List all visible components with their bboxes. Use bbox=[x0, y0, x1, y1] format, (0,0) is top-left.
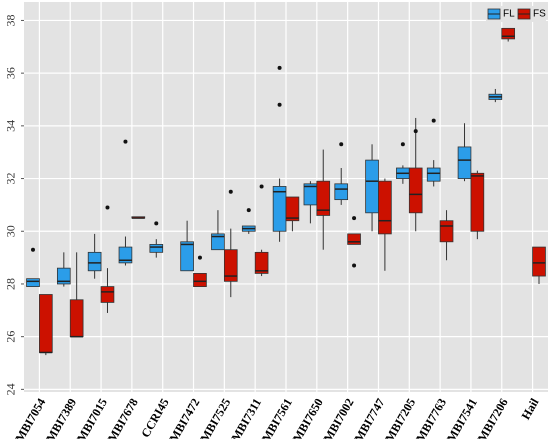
box bbox=[285, 196, 300, 222]
y-tick-label: 32 bbox=[4, 173, 18, 185]
box bbox=[118, 246, 133, 264]
x-tick-label: MBI7561 bbox=[259, 396, 295, 439]
box bbox=[426, 167, 441, 182]
outlier bbox=[246, 208, 251, 213]
outlier bbox=[400, 142, 405, 147]
box bbox=[408, 167, 423, 214]
box bbox=[532, 246, 546, 277]
x-tick-label: MBI7054 bbox=[12, 396, 48, 439]
outlier bbox=[259, 184, 264, 189]
box bbox=[180, 241, 194, 272]
box bbox=[193, 273, 207, 287]
y-tick-label: 26 bbox=[4, 331, 18, 343]
legend-label: FS bbox=[533, 9, 546, 20]
x-tick-label: MBI7002 bbox=[321, 396, 357, 439]
outlier bbox=[413, 129, 418, 134]
outlier bbox=[228, 189, 233, 194]
box bbox=[272, 186, 287, 232]
x-tick-label: MBI7525 bbox=[197, 396, 233, 439]
y-tick-label: 28 bbox=[4, 278, 18, 290]
x-tick-label: MBI7650 bbox=[290, 396, 326, 439]
x-tick-label: MBI7747 bbox=[351, 396, 387, 439]
x-tick-label: Hail bbox=[518, 395, 541, 422]
outlier bbox=[105, 205, 110, 210]
x-tick-label: MBI7311 bbox=[228, 396, 264, 439]
x-tick-label: MBI7472 bbox=[166, 396, 202, 439]
outlier bbox=[277, 102, 282, 107]
x-tick-label: MBI7763 bbox=[413, 396, 449, 439]
outlier bbox=[154, 221, 159, 226]
box bbox=[39, 294, 53, 353]
outlier bbox=[123, 139, 128, 144]
box bbox=[254, 251, 269, 274]
y-tick-label: 30 bbox=[4, 225, 18, 237]
legend-box bbox=[486, 6, 546, 22]
outlier bbox=[352, 216, 357, 221]
box bbox=[223, 249, 238, 282]
box bbox=[69, 299, 84, 338]
outlier bbox=[277, 65, 282, 70]
box bbox=[470, 172, 485, 232]
box bbox=[365, 159, 379, 214]
box bbox=[26, 278, 40, 287]
outlier bbox=[339, 142, 344, 147]
box bbox=[87, 251, 102, 272]
outlier bbox=[30, 247, 35, 252]
x-tick-label: CCRI45 bbox=[138, 396, 171, 439]
box bbox=[316, 180, 331, 216]
box bbox=[501, 27, 516, 40]
legend-label: FL bbox=[503, 9, 515, 20]
box bbox=[378, 180, 392, 235]
outlier bbox=[352, 263, 357, 268]
box bbox=[149, 244, 164, 253]
box bbox=[100, 286, 115, 303]
x-tick-label: MBI7541 bbox=[444, 396, 480, 439]
x-tick-label: MBI7015 bbox=[74, 396, 110, 439]
box bbox=[457, 146, 472, 179]
x-tick-label: MBI7205 bbox=[382, 396, 418, 439]
outlier bbox=[431, 118, 436, 123]
outlier bbox=[197, 255, 202, 260]
box bbox=[334, 183, 349, 201]
y-tick-label: 24 bbox=[4, 383, 18, 395]
box bbox=[211, 233, 225, 251]
y-tick-label: 36 bbox=[4, 67, 18, 79]
box bbox=[439, 220, 454, 243]
x-tick-label: MBI7206 bbox=[475, 396, 511, 439]
box bbox=[56, 267, 71, 285]
x-tick-label: MBI7678 bbox=[105, 396, 141, 439]
x-tick-label: MBI7389 bbox=[43, 396, 79, 439]
y-tick-label: 34 bbox=[4, 120, 18, 132]
y-tick-label: 38 bbox=[4, 14, 18, 26]
box bbox=[347, 233, 361, 245]
